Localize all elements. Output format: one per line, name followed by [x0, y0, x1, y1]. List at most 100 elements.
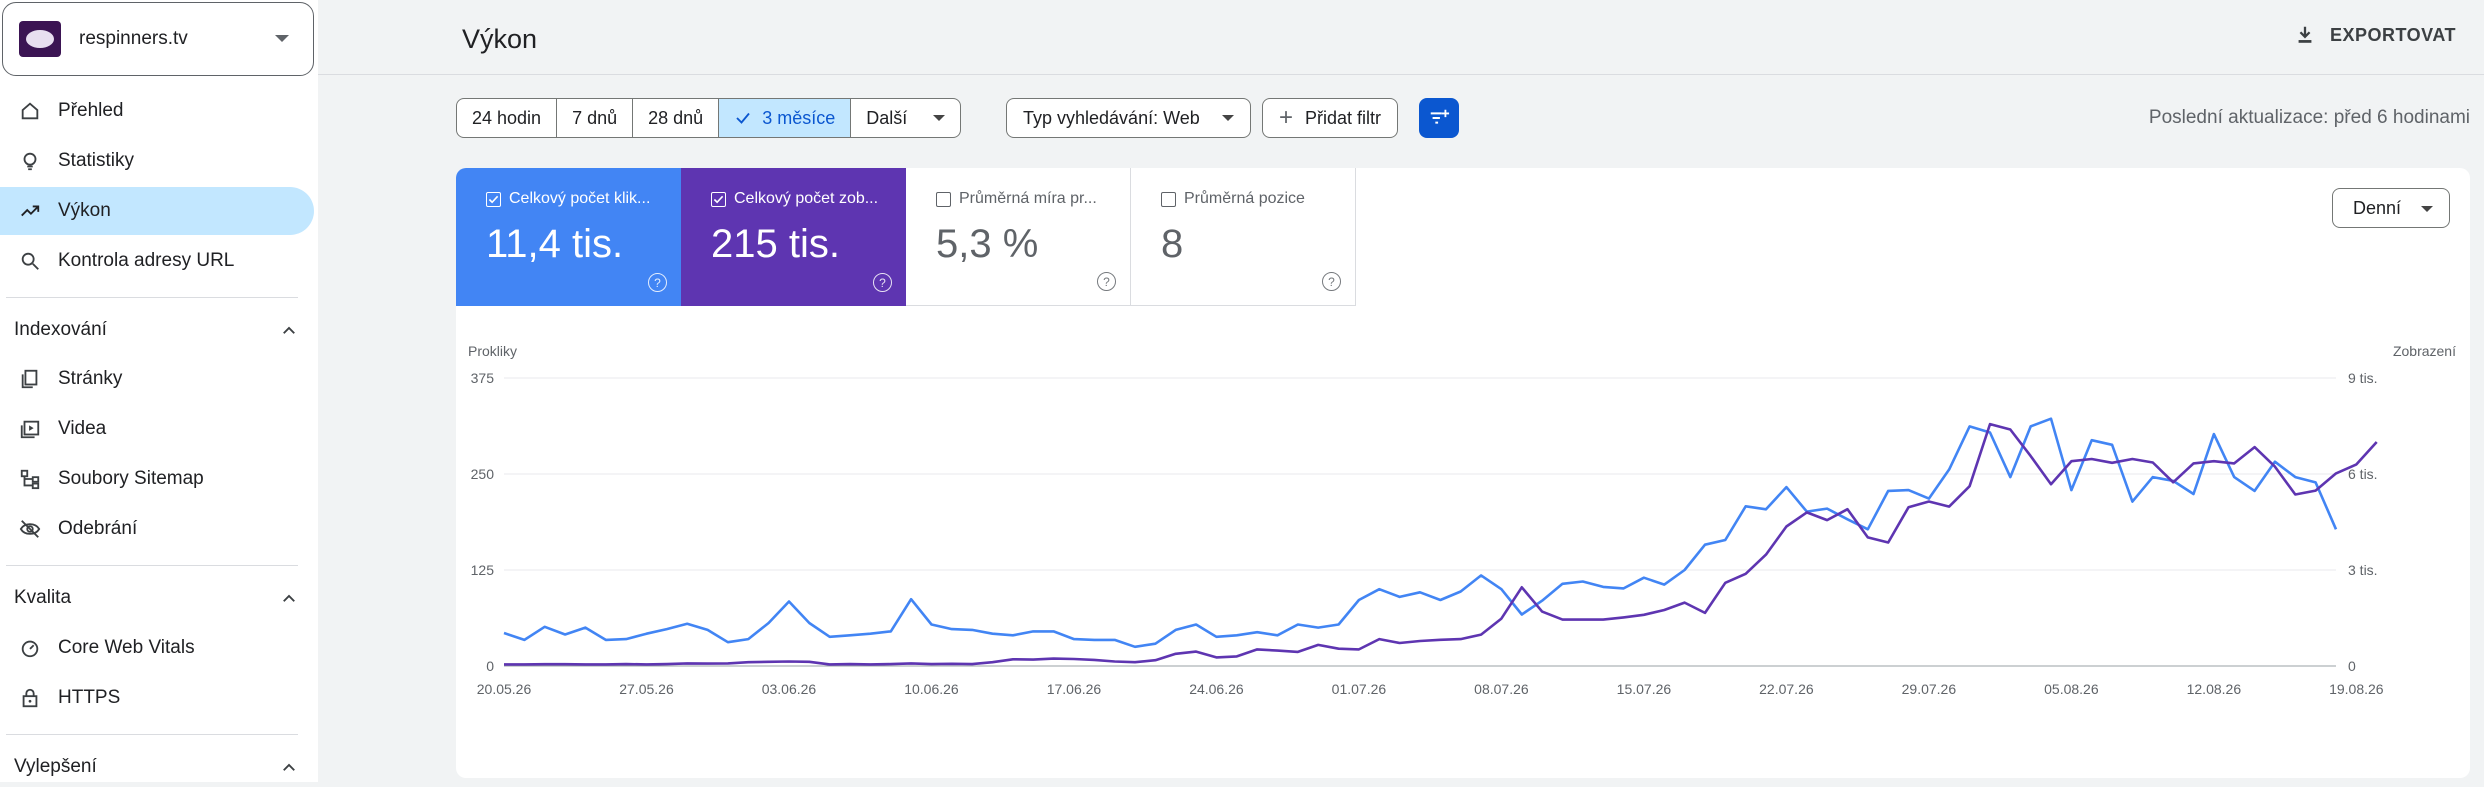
- metric-value: 11,4 tis.: [486, 222, 624, 266]
- range-label: 3 měsíce: [762, 107, 836, 128]
- left-tick-label: 375: [471, 370, 495, 386]
- metric-value: 5,3 %: [936, 222, 1039, 266]
- x-tick-label: 03.06.26: [762, 681, 817, 697]
- checkbox-unchecked-icon[interactable]: [1161, 191, 1176, 207]
- plus-icon: +: [1279, 104, 1294, 131]
- range-24h[interactable]: 24 hodin: [457, 99, 558, 137]
- help-icon[interactable]: ?: [1097, 272, 1116, 291]
- lock-icon: [18, 686, 42, 710]
- sidebar-item-label: HTTPS: [58, 687, 121, 708]
- section-enhancements[interactable]: Vylepšení: [0, 747, 314, 787]
- x-tick-label: 20.05.26: [477, 681, 532, 697]
- export-label: EXPORTOVAT: [2329, 24, 2456, 45]
- range-label: Další: [866, 107, 908, 128]
- date-range-selector: 24 hodin 7 dnů 28 dnů 3 měsíce Další: [456, 98, 962, 138]
- chevron-down-icon: [1221, 115, 1234, 121]
- section-indexing[interactable]: Indexování: [0, 310, 314, 350]
- sidebar-item-insights[interactable]: Statistiky: [0, 137, 314, 185]
- x-tick-label: 24.06.26: [1189, 681, 1244, 697]
- x-tick-label: 05.08.26: [2044, 681, 2099, 697]
- x-tick-label: 29.07.26: [1902, 681, 1957, 697]
- sidebar-item-pages[interactable]: Stránky: [0, 355, 314, 403]
- right-tick-label: 6 tis.: [2348, 466, 2378, 482]
- granularity-label: Denní: [2353, 197, 2402, 218]
- metric-label: Průměrná pozice: [1184, 190, 1305, 207]
- sidebar-item-url-inspection[interactable]: Kontrola adresy URL: [0, 237, 314, 285]
- page-title: Výkon: [462, 24, 538, 54]
- chevron-down-icon: [2421, 206, 2433, 212]
- checkbox-checked-icon[interactable]: [486, 191, 501, 207]
- section-title: Vylepšení: [14, 756, 97, 777]
- checkbox-unchecked-icon[interactable]: [936, 191, 951, 207]
- pages-icon: [18, 367, 42, 391]
- sidebar: respinners.tv Přehled Statistiky Výkon K…: [0, 0, 318, 782]
- chevron-up-icon: [283, 594, 295, 602]
- divider: [6, 565, 298, 566]
- clicks-series-line: [503, 417, 2338, 649]
- metric-ctr[interactable]: Průměrná míra pr... 5,3 % ?: [906, 168, 1131, 306]
- sidebar-item-https[interactable]: HTTPS: [0, 674, 314, 722]
- property-name: respinners.tv: [79, 28, 188, 49]
- header-divider: [318, 74, 2484, 75]
- sidebar-item-label: Statistiky: [58, 150, 135, 171]
- range-28d[interactable]: 28 dnů: [633, 99, 720, 137]
- metric-clicks[interactable]: Celkový počet klik... 11,4 tis. ?: [456, 168, 681, 306]
- range-7d[interactable]: 7 dnů: [557, 99, 634, 137]
- x-tick-label: 01.07.26: [1332, 681, 1387, 697]
- export-button[interactable]: EXPORTOVAT: [2294, 24, 2456, 46]
- help-icon[interactable]: ?: [1322, 272, 1341, 291]
- chevron-down-icon: [933, 115, 946, 121]
- range-3m[interactable]: 3 měsíce: [719, 99, 852, 137]
- x-tick-label: 12.08.26: [2187, 681, 2242, 697]
- performance-chart: Prokliky Zobrazení 375 9 tis. 250 6 tis. 125 3 …: [468, 343, 2456, 697]
- help-icon[interactable]: ?: [648, 273, 667, 292]
- sidebar-item-label: Výkon: [58, 200, 111, 221]
- performance-card: Celkový počet klik... 11,4 tis. ? Celkov…: [456, 168, 2470, 778]
- checkbox-checked-icon[interactable]: [711, 191, 726, 207]
- sidebar-item-core-web-vitals[interactable]: Core Web Vitals: [0, 624, 314, 672]
- x-tick-label: 17.06.26: [1047, 681, 1102, 697]
- range-more[interactable]: Další: [851, 99, 960, 137]
- search-icon: [18, 249, 42, 273]
- metric-position[interactable]: Průměrná pozice 8 ?: [1131, 168, 1356, 306]
- sidebar-item-label: Stránky: [58, 368, 123, 389]
- left-axis-title: Prokliky: [468, 343, 517, 359]
- download-icon: [2298, 26, 2312, 43]
- sidebar-item-label: Odebrání: [58, 518, 138, 539]
- search-type-filter[interactable]: Typ vyhledávání: Web: [1006, 98, 1251, 138]
- sidebar-item-overview[interactable]: Přehled: [0, 87, 314, 135]
- metric-impressions[interactable]: Celkový počet zob... 215 tis. ?: [681, 168, 906, 306]
- x-tick-label: 15.07.26: [1617, 681, 1672, 697]
- sidebar-item-label: Soubory Sitemap: [58, 468, 204, 489]
- sidebar-item-performance[interactable]: Výkon: [0, 187, 314, 235]
- eye-off-icon: [18, 517, 42, 541]
- x-tick-label: 19.08.26: [2329, 681, 2384, 697]
- section-quality[interactable]: Kvalita: [0, 578, 314, 618]
- sidebar-item-label: Videa: [58, 418, 107, 439]
- granularity-select[interactable]: Denní: [2332, 188, 2450, 228]
- divider: [6, 734, 298, 735]
- sitemap-icon: [18, 467, 42, 491]
- sidebar-item-label: Core Web Vitals: [58, 637, 195, 658]
- add-filter-button[interactable]: + Přidat filtr: [1262, 98, 1399, 138]
- property-selector[interactable]: respinners.tv: [2, 2, 314, 76]
- property-logo: [19, 21, 61, 57]
- sidebar-item-removals[interactable]: Odebrání: [0, 505, 314, 553]
- lightbulb-icon: [18, 149, 42, 173]
- chevron-down-icon: [275, 35, 289, 42]
- check-icon: [736, 112, 750, 124]
- metric-value: 8: [1161, 222, 1184, 266]
- x-tick-label: 22.07.26: [1759, 681, 1814, 697]
- sidebar-item-label: Kontrola adresy URL: [58, 250, 235, 271]
- left-tick-label: 125: [471, 562, 495, 578]
- sidebar-item-sitemaps[interactable]: Soubory Sitemap: [0, 455, 314, 503]
- filter-settings-button[interactable]: [1419, 98, 1459, 138]
- impressions-series-line: [504, 422, 2378, 666]
- section-title: Kvalita: [14, 587, 72, 608]
- divider: [6, 297, 298, 298]
- metric-label: Průměrná míra pr...: [959, 190, 1097, 207]
- help-icon[interactable]: ?: [873, 273, 892, 292]
- sidebar-item-videos[interactable]: Videa: [0, 405, 314, 453]
- right-axis-title: Zobrazení: [2393, 343, 2456, 359]
- metric-value: 215 tis.: [711, 222, 840, 266]
